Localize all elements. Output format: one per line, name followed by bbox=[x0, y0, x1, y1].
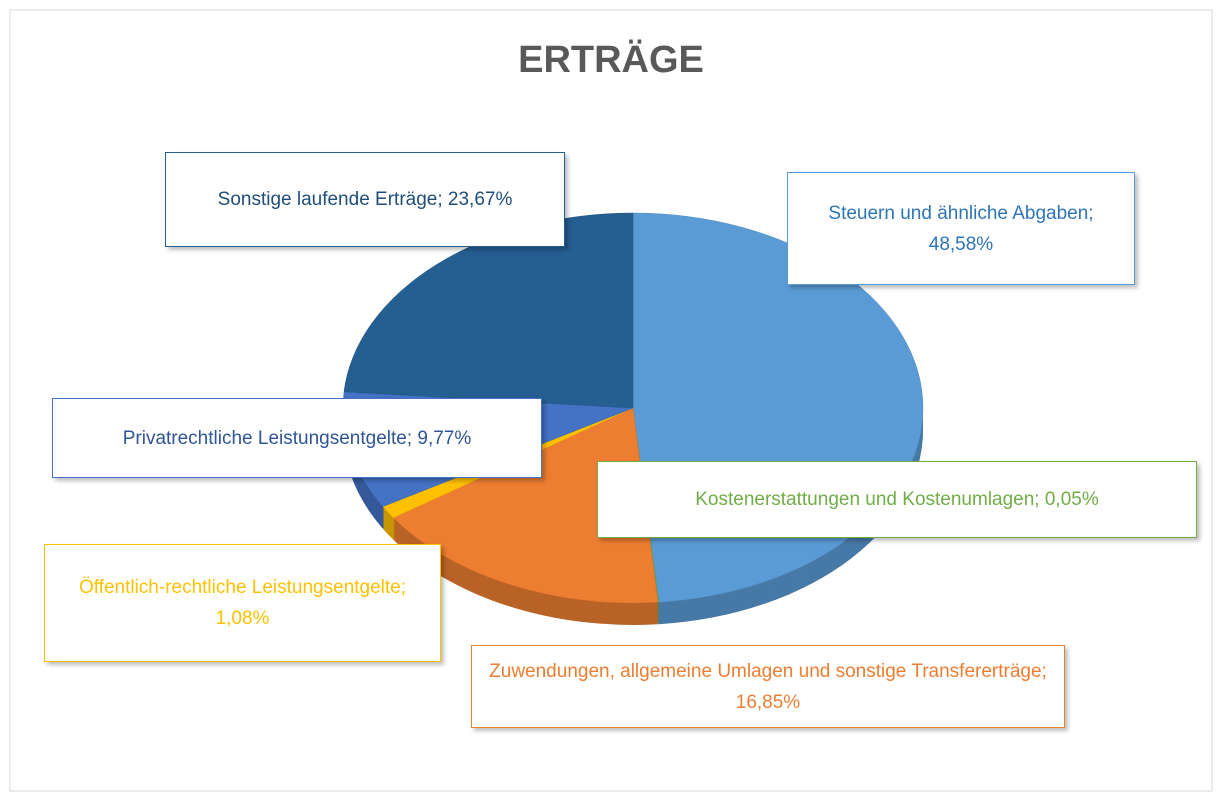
data-label: Kostenerstattungen und Kostenumlagen; 0,… bbox=[597, 461, 1197, 538]
slice bbox=[392, 407, 659, 604]
data-label: Öffentlich-rechtliche Leistungsentgelte;… bbox=[44, 544, 441, 662]
data-label: Privatrechtliche Leistungsentgelte; 9,77… bbox=[52, 398, 542, 478]
data-label: Steuern und ähnliche Abgaben; 48,58% bbox=[787, 172, 1135, 285]
data-label: Zuwendungen, allgemeine Umlagen und sons… bbox=[471, 645, 1065, 728]
chart-title: ERTRÄGE bbox=[518, 38, 704, 81]
data-label: Sonstige laufende Erträge; 23,67% bbox=[165, 152, 565, 247]
slice bbox=[343, 212, 634, 409]
